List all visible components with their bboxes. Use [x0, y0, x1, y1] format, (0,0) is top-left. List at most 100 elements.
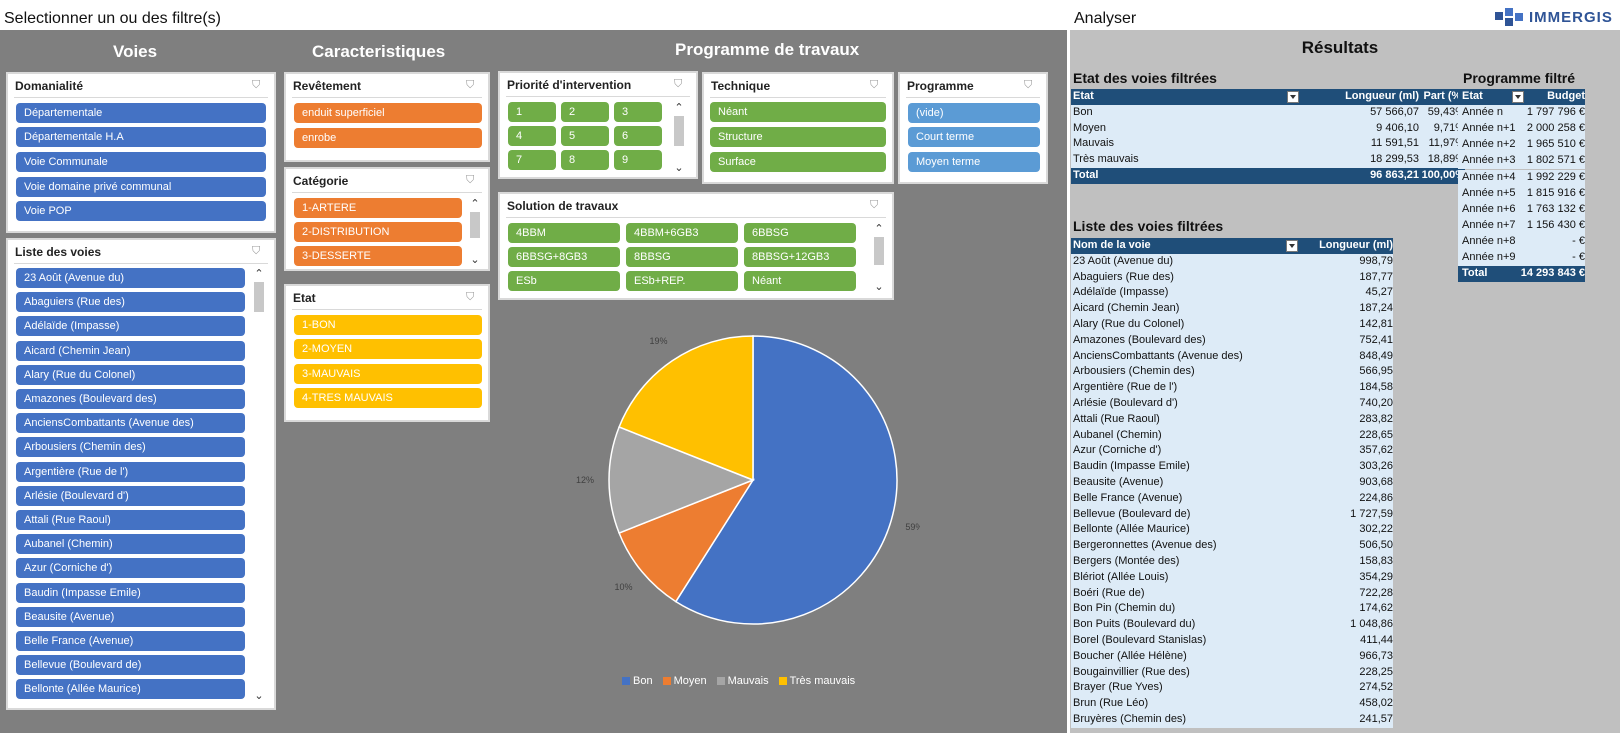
- pie-slice-bon[interactable]: [674, 335, 898, 625]
- slicer-item[interactable]: Voie POP: [16, 201, 266, 221]
- slicer-item[interactable]: 4-TRES MAUVAIS: [294, 388, 482, 408]
- slicer-item[interactable]: 5: [561, 126, 609, 146]
- slicer-item[interactable]: Beausite (Avenue): [16, 606, 245, 627]
- slicer-item[interactable]: 8BBSG: [626, 247, 738, 267]
- table-cell: 228,25: [1359, 665, 1393, 678]
- table-cell: - €: [1572, 251, 1585, 263]
- slicer-item[interactable]: Attali (Rue Raoul): [16, 510, 245, 530]
- filter-dropdown-icon[interactable]: [1286, 240, 1298, 252]
- table-cell: Année n+8: [1462, 234, 1516, 247]
- scroll-up-icon[interactable]: ⌃: [674, 102, 684, 114]
- scroll-down-icon[interactable]: ⌄: [470, 254, 480, 266]
- slicer-item[interactable]: 23 Août (Avenue du): [16, 268, 245, 288]
- scroll-down-icon[interactable]: ⌄: [674, 162, 684, 174]
- slicer-item[interactable]: Aubanel (Chemin): [16, 534, 245, 555]
- slicer-item[interactable]: 6BBSG+8GB3: [508, 247, 620, 267]
- scroll-thumb[interactable]: [674, 116, 684, 146]
- slicer-item[interactable]: Abaguiers (Rue des): [16, 292, 245, 313]
- etat-table-title: Etat des voies filtrées: [1073, 70, 1217, 86]
- slicer-item[interactable]: AnciensCombattants (Avenue des): [16, 413, 245, 434]
- slicer-item[interactable]: 4: [508, 126, 556, 146]
- scroll-up-icon[interactable]: ⌃: [470, 198, 480, 210]
- pie-slice-très-mauvais[interactable]: [618, 335, 754, 482]
- table-cell: 274,52: [1359, 681, 1393, 694]
- scrollbar[interactable]: ⌃ ⌄: [872, 223, 886, 293]
- scrollbar[interactable]: ⌃ ⌄: [468, 198, 482, 266]
- slicer-item[interactable]: 8: [561, 150, 609, 170]
- table-row: Année n+8 - €: [1458, 233, 1585, 250]
- slicer-item[interactable]: 8BBSG+12GB3: [744, 247, 856, 267]
- clear-filter-icon[interactable]: ⛉: [252, 79, 261, 91]
- slicer-item[interactable]: 6BBSG: [744, 223, 856, 243]
- scroll-thumb[interactable]: [470, 212, 480, 238]
- slicer-item[interactable]: Voie Communale: [16, 152, 266, 172]
- slicer-item[interactable]: 6: [614, 126, 662, 146]
- scroll-down-icon[interactable]: ⌄: [874, 281, 884, 293]
- slicer-item[interactable]: 1: [508, 102, 556, 122]
- scroll-thumb[interactable]: [254, 282, 264, 312]
- slicer-item[interactable]: Aicard (Chemin Jean): [16, 340, 245, 361]
- slicer-item[interactable]: Surface: [710, 152, 886, 172]
- clear-filter-icon[interactable]: ⛉: [466, 174, 475, 186]
- scroll-down-icon[interactable]: ⌄: [254, 690, 264, 702]
- slicer-item[interactable]: 1-ARTERE: [294, 198, 462, 218]
- slicer-item[interactable]: Arlésie (Boulevard d'): [16, 485, 245, 506]
- scroll-up-icon[interactable]: ⌃: [874, 223, 884, 235]
- slicer-item[interactable]: ESb+REP.: [626, 271, 738, 291]
- scrollbar[interactable]: ⌃ ⌄: [672, 102, 686, 174]
- scroll-thumb[interactable]: [874, 237, 884, 265]
- slicer-item[interactable]: Départementale H.A: [16, 127, 266, 147]
- slicer-item[interactable]: 4BBM+6GB3: [626, 223, 738, 243]
- column-header: Part (%): [1423, 90, 1465, 102]
- scroll-up-icon[interactable]: ⌃: [254, 268, 264, 280]
- clear-filter-icon[interactable]: ⛉: [674, 78, 683, 90]
- slicer-item[interactable]: 3-DESSERTE: [294, 246, 462, 266]
- slicer-solution: Solution de travaux ⛉ 4BBM 4BBM+6GB3 6BBSG…: [498, 192, 894, 300]
- slicer-item[interactable]: 2-MOYEN: [294, 339, 482, 359]
- pie-slice-mauvais[interactable]: [608, 426, 756, 534]
- slicer-item[interactable]: Argentière (Rue de l'): [16, 461, 245, 482]
- clear-filter-icon[interactable]: ⛉: [1024, 79, 1033, 91]
- slicer-item[interactable]: Azur (Corniche d'): [16, 558, 245, 579]
- slicer-item[interactable]: Néant: [744, 271, 856, 291]
- slicer-item[interactable]: 2: [561, 102, 609, 122]
- slicer-item[interactable]: Départementale: [16, 103, 266, 123]
- slicer-item[interactable]: Bellevue (Boulevard de): [16, 655, 245, 676]
- slicer-item[interactable]: Baudin (Impasse Emile): [16, 582, 245, 603]
- slicer-item[interactable]: Bellonte (Allée Maurice): [16, 679, 245, 700]
- slicer-item[interactable]: 3-MAUVAIS: [294, 364, 482, 384]
- clear-filter-icon[interactable]: ⛉: [466, 291, 475, 303]
- slicer-item[interactable]: Voie domaine privé communal: [16, 177, 266, 197]
- slicer-item[interactable]: Adélaïde (Impasse): [16, 316, 245, 337]
- slicer-item[interactable]: enrobe: [294, 128, 482, 148]
- slicer-item[interactable]: Structure: [710, 127, 886, 147]
- slicer-item[interactable]: Moyen terme: [908, 152, 1040, 172]
- pie-slice-moyen[interactable]: [618, 478, 755, 603]
- scrollbar[interactable]: ⌃ ⌄: [252, 268, 266, 702]
- slicer-item[interactable]: 1-BON: [294, 315, 482, 335]
- slicer-item[interactable]: Alary (Rue du Colonel): [16, 364, 245, 385]
- filter-dropdown-icon[interactable]: [1287, 91, 1299, 103]
- clear-filter-icon[interactable]: ⛉: [252, 245, 261, 257]
- slicer-item[interactable]: Court terme: [908, 127, 1040, 147]
- table-cell: 357,62: [1359, 444, 1393, 457]
- slicer-item[interactable]: Amazones (Boulevard des): [16, 389, 245, 409]
- slicer-item[interactable]: 7: [508, 150, 556, 170]
- filter-dropdown-icon[interactable]: [1512, 91, 1524, 103]
- slicer-item[interactable]: 9: [614, 150, 662, 170]
- slicer-item[interactable]: Belle France (Avenue): [16, 631, 245, 651]
- table-cell: 1 965 510 €: [1526, 138, 1585, 151]
- slicer-item[interactable]: Arbousiers (Chemin des): [16, 437, 245, 458]
- slicer-item[interactable]: 4BBM: [508, 223, 620, 243]
- table-cell: 1 727,59: [1350, 507, 1393, 520]
- slicer-item[interactable]: (vide): [908, 103, 1040, 123]
- slicer-item[interactable]: Néant: [710, 102, 886, 122]
- clear-filter-icon[interactable]: ⛉: [870, 199, 879, 211]
- slicer-item[interactable]: ESb: [508, 271, 620, 291]
- clear-filter-icon[interactable]: ⛉: [466, 79, 475, 91]
- pie-data-label: 59%: [905, 522, 920, 532]
- clear-filter-icon[interactable]: ⛉: [870, 79, 879, 91]
- slicer-item[interactable]: enduit superficiel: [294, 103, 482, 123]
- slicer-item[interactable]: 3: [614, 102, 662, 122]
- slicer-item[interactable]: 2-DISTRIBUTION: [294, 222, 462, 242]
